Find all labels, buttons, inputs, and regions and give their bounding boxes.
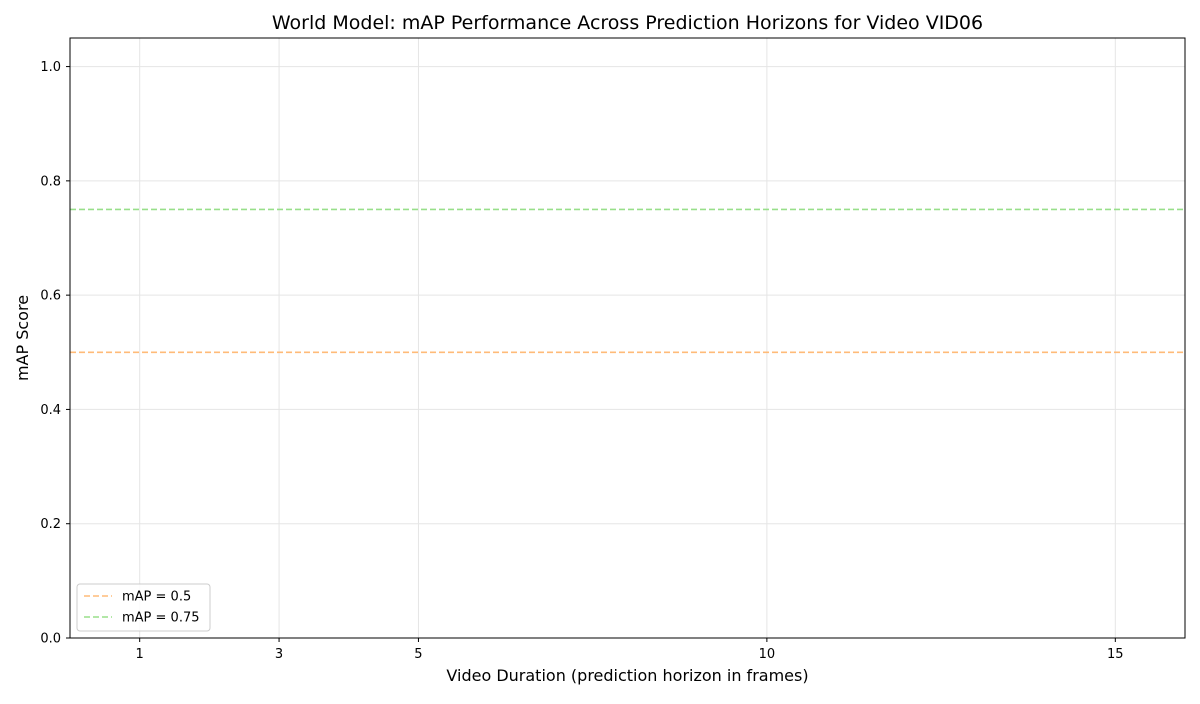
y-tick-label: 0.0 — [40, 632, 61, 647]
x-tick-label: 3 — [275, 647, 283, 662]
y-tick-label: 0.8 — [40, 174, 61, 189]
grid-layer — [70, 38, 1185, 639]
chart-title: World Model: mAP Performance Across Pred… — [272, 12, 983, 34]
y-tick-label: 0.4 — [40, 403, 61, 418]
x-tick-label: 5 — [414, 647, 422, 662]
x-tick-label: 10 — [759, 647, 776, 662]
legend-label: mAP = 0.75 — [122, 611, 200, 626]
plot-frame — [69, 37, 1186, 639]
y-tick-label: 0.6 — [40, 289, 61, 304]
x-tick-label: 15 — [1107, 647, 1124, 662]
y-tick-label: 1.0 — [40, 60, 61, 75]
x-tick-label: 1 — [136, 647, 144, 662]
legend-label: mAP = 0.5 — [122, 590, 191, 605]
y-tick-label: 0.2 — [40, 517, 61, 532]
x-axis-title: Video Duration (prediction horizon in fr… — [446, 666, 808, 685]
y-axis-ticks: 0.0 0.2 0.4 0.6 0.8 1.0 — [40, 60, 70, 647]
x-axis-ticks: 1 3 5 10 15 — [136, 638, 1124, 662]
legend: mAP = 0.5 mAP = 0.75 — [76, 583, 211, 632]
y-axis-title: mAP Score — [13, 295, 32, 381]
legend-box — [76, 583, 211, 632]
reference-lines — [70, 208, 1185, 354]
